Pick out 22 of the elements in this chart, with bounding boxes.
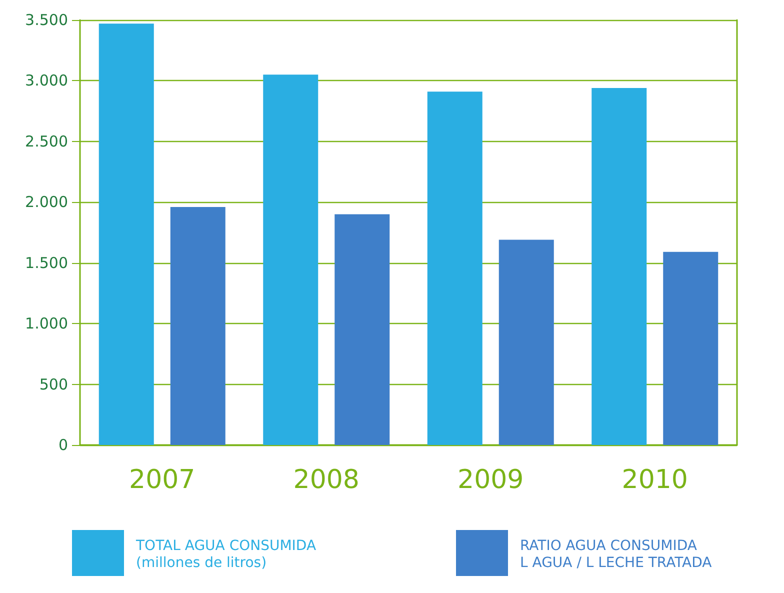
x-tick-label: 2010 bbox=[622, 465, 688, 495]
x-tick-label: 2009 bbox=[458, 465, 524, 495]
bar bbox=[592, 88, 647, 445]
text: RATIO AGUA CONSUMIDA L AGUA / L LECHE TRATADA bbox=[520, 537, 713, 572]
bar bbox=[98, 24, 154, 445]
y-tick-label: 3.500 bbox=[25, 11, 68, 29]
bar bbox=[427, 92, 482, 445]
y-tick-label: 1.000 bbox=[25, 314, 68, 333]
bar bbox=[498, 240, 554, 445]
bar bbox=[334, 214, 390, 445]
x-tick-label: 2008 bbox=[293, 465, 360, 495]
y-tick-label: 0 bbox=[58, 436, 68, 454]
text: TOTAL AGUA CONSUMIDA (millones de litros) bbox=[136, 537, 318, 572]
y-tick-label: 2.500 bbox=[25, 132, 68, 150]
y-tick-label: 500 bbox=[39, 375, 68, 394]
y-tick-label: 3.000 bbox=[25, 72, 68, 90]
bar bbox=[663, 252, 718, 445]
bar bbox=[170, 207, 226, 445]
bar bbox=[263, 74, 318, 445]
y-tick-label: 1.500 bbox=[25, 254, 68, 272]
y-tick-label: 2.000 bbox=[25, 193, 68, 212]
x-tick-label: 2007 bbox=[129, 465, 196, 495]
